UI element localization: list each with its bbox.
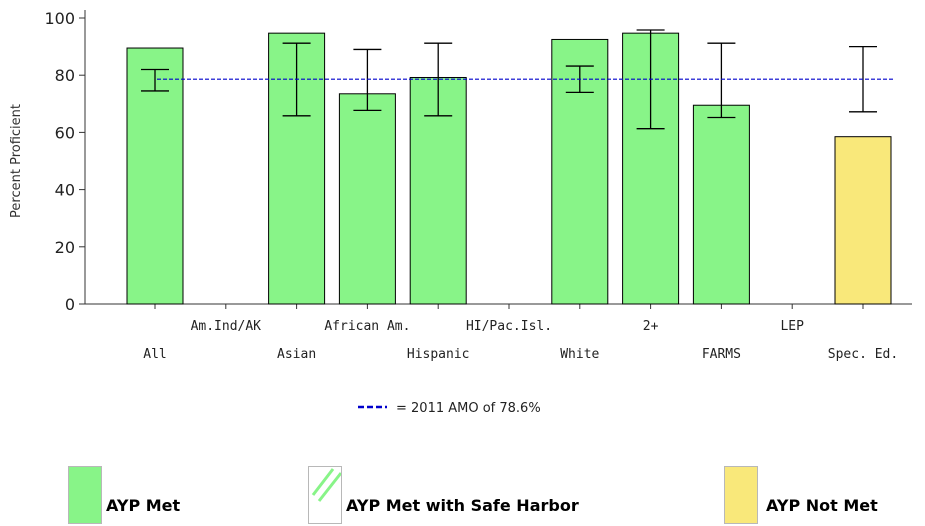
legend-swatch-not-met — [724, 466, 758, 524]
legend-label-safe-harbor: AYP Met with Safe Harbor — [346, 496, 579, 515]
bar — [834, 136, 892, 305]
legend-label-not-met: AYP Not Met — [766, 496, 878, 515]
legend: AYP Met AYP Met with Safe Harbor AYP Not… — [0, 466, 925, 526]
x-category-label: LEP — [780, 319, 804, 334]
x-category-label: HI/Pac.Isl. — [466, 319, 552, 334]
y-axis-label: Percent Proficient — [9, 104, 24, 218]
y-tick-label: 20 — [55, 238, 75, 257]
legend-swatch-safe-harbor — [308, 466, 342, 524]
x-category-label: Spec. Ed. — [828, 347, 898, 362]
x-category-label: Hispanic — [407, 347, 470, 362]
x-category-label: Am.Ind/AK — [191, 319, 262, 334]
x-category-label: All — [143, 347, 166, 362]
category-labels: All Am.Ind/AK Asian African Am. Hispanic HI/P… — [143, 319, 898, 362]
axes: 0 20 40 60 80 100 Percent Proficient — [9, 9, 912, 314]
y-tick-label: 40 — [55, 181, 75, 200]
bar — [338, 93, 396, 305]
amo-legend-label: = 2011 AMO of 78.6% — [396, 401, 541, 416]
x-category-label: 2+ — [643, 319, 659, 334]
bar — [692, 104, 750, 305]
x-category-label: FARMS — [702, 347, 741, 362]
y-tick-label: 80 — [55, 66, 75, 85]
x-category-label: Asian — [277, 347, 316, 362]
y-tick-label: 60 — [55, 123, 75, 142]
x-category-label: White — [560, 347, 599, 362]
amo-reference: = 2011 AMO of 78.6% — [157, 78, 894, 416]
bars — [126, 32, 892, 305]
y-tick-label: 0 — [65, 295, 75, 314]
x-category-label: African Am. — [324, 319, 410, 334]
hatch-pattern-icon — [311, 468, 341, 502]
legend-swatch-met — [68, 466, 102, 524]
chart-area: 0 20 40 60 80 100 Percent Proficient = 2011 AM… — [9, 9, 912, 416]
legend-label-met: AYP Met — [106, 496, 181, 515]
y-tick-label: 100 — [44, 9, 75, 28]
